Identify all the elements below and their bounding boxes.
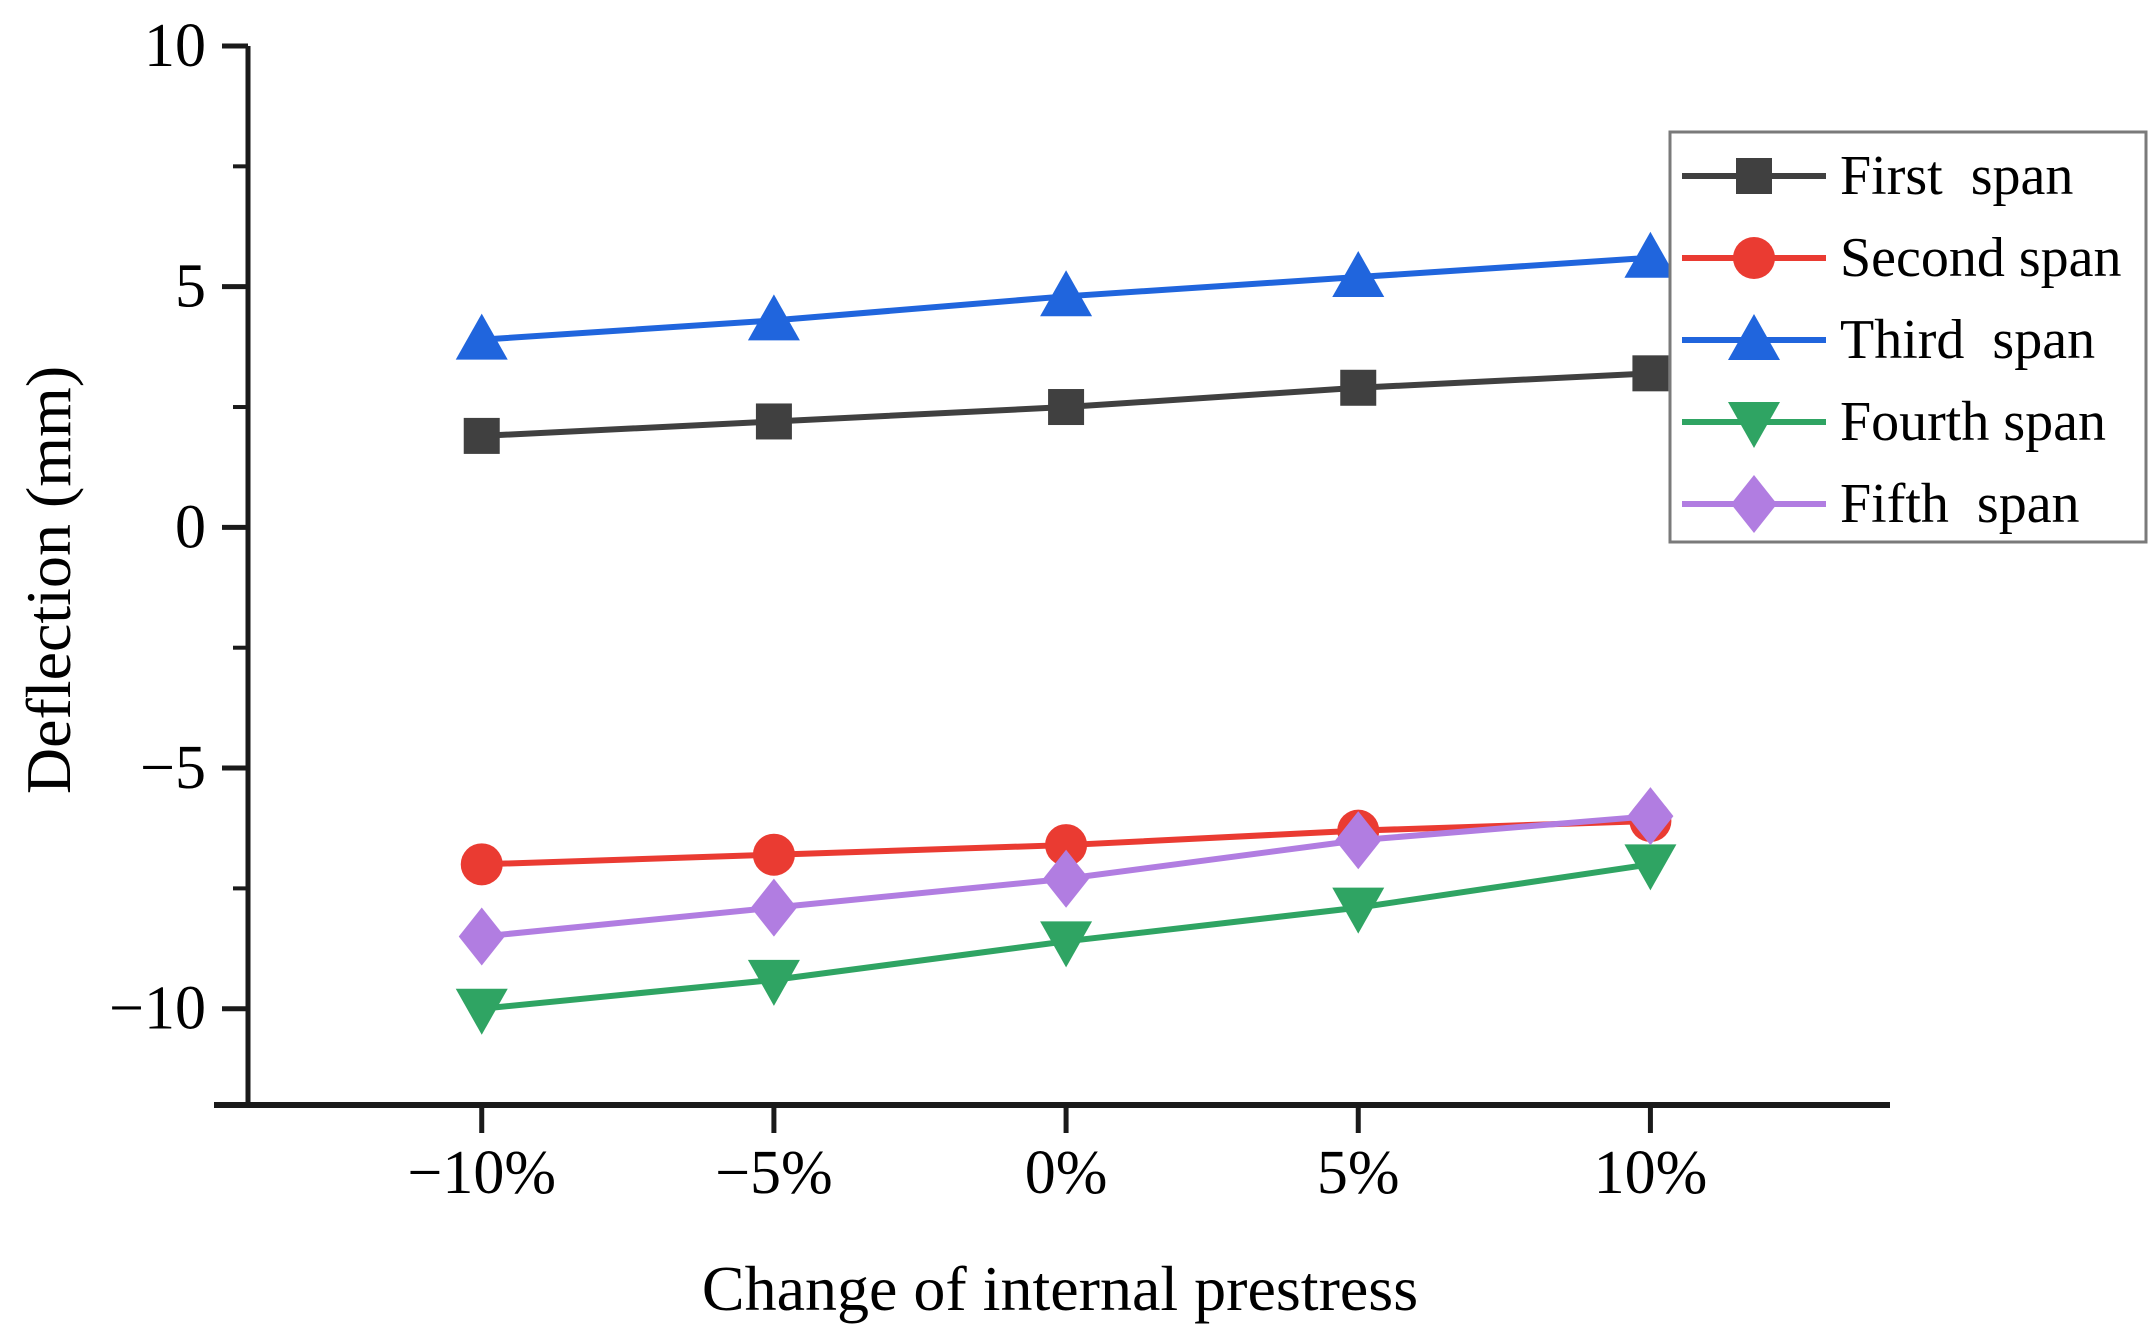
- diamond-marker-fifth-span: [1043, 849, 1090, 908]
- legend-square-icon: [1736, 158, 1772, 194]
- square-marker-first-span: [755, 403, 792, 440]
- diamond-marker-fifth-span: [1335, 811, 1382, 870]
- x-tick-label: 5%: [1317, 1139, 1400, 1207]
- legend-label-second-span: Second span: [1840, 227, 2122, 289]
- legend-triangle-up-icon: [1728, 314, 1780, 360]
- x-tick-label: 10%: [1594, 1139, 1708, 1207]
- legend-label-third-span: Third span: [1840, 309, 2095, 371]
- series-first-span: [463, 355, 1669, 454]
- series-fourth-span: [455, 844, 1677, 1035]
- legend-entry-fifth-span: Fifth span: [1682, 473, 2080, 535]
- y-tick-label: 5: [175, 253, 206, 321]
- x-axis-title: Change of internal prestress: [702, 1253, 1418, 1324]
- y-tick-label: 0: [175, 493, 206, 561]
- triangle-up-marker-third-span: [747, 294, 800, 341]
- triangle-down-marker-fourth-span: [1040, 921, 1093, 968]
- series-fifth-span: [458, 787, 1674, 966]
- square-marker-first-span: [463, 417, 500, 454]
- triangle-down-marker-fourth-span: [455, 988, 508, 1035]
- y-tick-label: 10: [144, 12, 206, 80]
- square-marker-first-span: [1340, 369, 1377, 406]
- triangle-down-marker-fourth-span: [747, 959, 800, 1006]
- y-tick-label: −10: [109, 975, 206, 1043]
- triangle-down-marker-fourth-span: [1332, 887, 1385, 934]
- x-tick-label: −10%: [407, 1139, 556, 1207]
- legend-entry-fourth-span: Fourth span: [1682, 391, 2106, 453]
- series-third-span: [455, 231, 1677, 360]
- circle-marker-second-span: [1045, 824, 1088, 867]
- legend-circle-icon: [1733, 237, 1775, 279]
- legend-label-fourth-span: Fourth span: [1840, 391, 2106, 453]
- legend-entry-first-span: First span: [1682, 145, 2073, 207]
- circle-marker-second-span: [460, 843, 503, 886]
- square-marker-first-span: [1632, 355, 1669, 392]
- y-tick-label: −5: [140, 734, 206, 802]
- series-layer: [455, 231, 1677, 1035]
- triangle-up-marker-third-span: [1332, 251, 1385, 298]
- diamond-marker-fifth-span: [750, 878, 797, 937]
- diamond-marker-fifth-span: [1627, 787, 1674, 846]
- legend-triangle-down-icon: [1728, 402, 1780, 448]
- x-tick-label: 0%: [1025, 1139, 1108, 1207]
- triangle-up-marker-third-span: [1624, 231, 1677, 278]
- legend-entry-third-span: Third span: [1682, 309, 2095, 371]
- triangle-down-marker-fourth-span: [1624, 844, 1677, 891]
- triangle-up-marker-third-span: [1040, 270, 1093, 317]
- square-marker-first-span: [1048, 389, 1085, 426]
- legend-label-first-span: First span: [1840, 145, 2073, 207]
- axes-layer: 10 5 0 −5 −10 −10% −5% 0% 5% 10%: [109, 12, 1890, 1207]
- diamond-marker-fifth-span: [458, 907, 505, 966]
- circle-marker-second-span: [752, 833, 795, 876]
- legend-entry-second-span: Second span: [1682, 227, 2122, 289]
- x-tick-label: −5%: [715, 1139, 833, 1207]
- triangle-up-marker-third-span: [455, 313, 508, 360]
- legend-label-fifth-span: Fifth span: [1840, 473, 2080, 535]
- legend-layer: First span Second span Third span Fourth sp…: [1668, 130, 2148, 544]
- y-axis-title: Deflection (mm): [13, 366, 84, 794]
- legend-diamond-icon: [1731, 475, 1777, 533]
